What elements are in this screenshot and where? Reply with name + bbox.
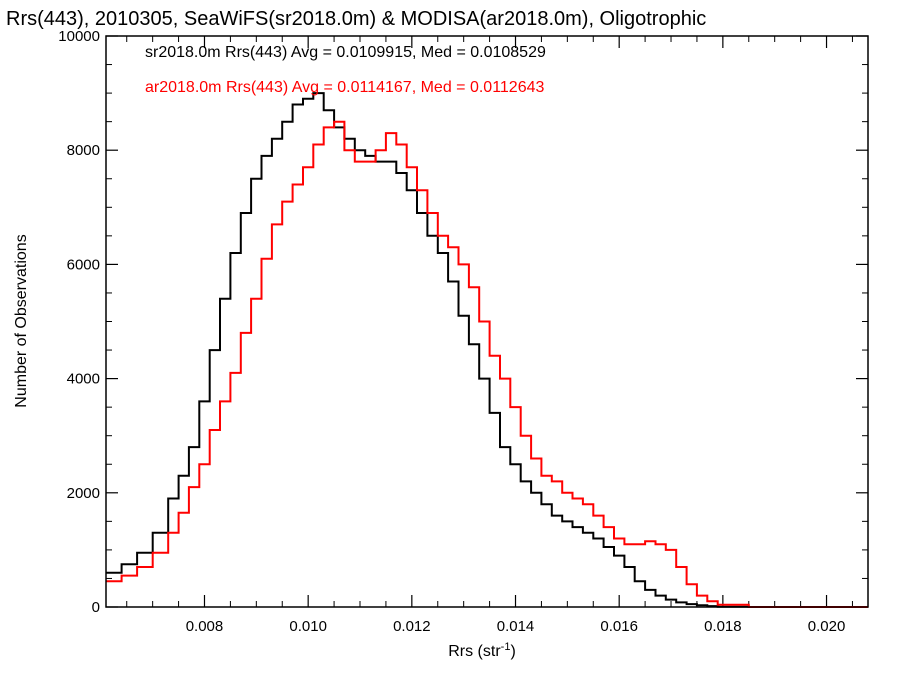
y-tick-label: 0 [92, 599, 100, 616]
plot-frame [105, 35, 869, 608]
y-tick-label: 6000 [67, 256, 100, 273]
y-tick-label: 10000 [58, 28, 100, 45]
x-axis-label-superscript: -1 [501, 641, 511, 653]
series-ar2018-line [106, 120, 868, 608]
y-axis-label-group: Number of Observations [13, 234, 30, 407]
y-tick-label: 4000 [67, 371, 100, 388]
series-layer [106, 92, 868, 608]
y-tick-label: 2000 [67, 485, 100, 502]
x-tick-label: 0.018 [704, 618, 742, 635]
x-tick-label: 0.012 [393, 618, 431, 635]
x-tick-label: 0.020 [808, 618, 846, 635]
chart-title: Rrs(443), 2010305, SeaWiFS(sr2018.0m) & … [6, 8, 706, 30]
legend-entry-sr2018: sr2018.0m Rrs(443) Avg = 0.0109915, Med … [145, 44, 546, 61]
axis-ticks: 0.008 0.010 0.012 0.014 0.016 0.018 0.020 0 2000… [58, 28, 868, 635]
legend-entry-ar2018: ar2018.0m Rrs(443) Avg = 0.0114167, Med … [145, 79, 544, 96]
x-tick-label: 0.010 [289, 618, 327, 635]
x-axis-label: Rrs (str-1) [448, 641, 516, 660]
x-tick-label: 0.008 [186, 618, 224, 635]
legend: sr2018.0m Rrs(443) Avg = 0.0109915, Med … [145, 44, 546, 96]
x-tick-label: 0.016 [600, 618, 638, 635]
y-axis-label: Number of Observations [13, 234, 30, 407]
x-axis-label-close: ) [510, 643, 515, 660]
x-axis-label-text: Rrs (str [448, 643, 501, 660]
y-tick-label: 8000 [67, 142, 100, 159]
x-tick-label: 0.014 [497, 618, 535, 635]
